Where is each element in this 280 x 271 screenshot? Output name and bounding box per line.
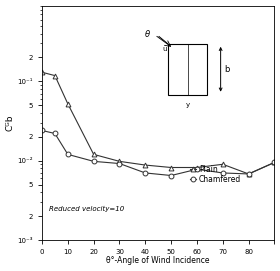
Chamfered	[92, 160, 95, 163]
Line: Plain: Plain	[39, 70, 277, 176]
Plain	[53, 74, 57, 77]
Text: y: y	[186, 102, 190, 108]
Plain	[40, 71, 44, 74]
Plain	[66, 102, 69, 105]
Plain	[221, 163, 225, 166]
Chamfered	[169, 174, 173, 177]
Chamfered	[195, 167, 199, 171]
Text: $\theta$: $\theta$	[144, 28, 151, 38]
Plain	[118, 160, 121, 163]
Legend: Plain, Chamfered: Plain, Chamfered	[188, 163, 243, 186]
Chamfered	[118, 162, 121, 165]
Bar	[168, 44, 207, 95]
Chamfered	[221, 171, 225, 175]
Chamfered	[40, 129, 44, 132]
Chamfered	[53, 132, 57, 135]
Chamfered	[273, 161, 276, 164]
Chamfered	[66, 153, 69, 156]
Plain	[195, 166, 199, 169]
Text: b: b	[224, 65, 229, 74]
Y-axis label: Cᴳb: Cᴳb	[6, 115, 15, 131]
X-axis label: θ°-Angle of Wind Incidence: θ°-Angle of Wind Incidence	[106, 256, 210, 265]
Plain	[144, 163, 147, 167]
Chamfered	[144, 171, 147, 175]
Line: Chamfered: Chamfered	[39, 128, 277, 178]
Text: Reduced velocity=10: Reduced velocity=10	[49, 206, 124, 212]
Plain	[273, 161, 276, 164]
Text: u: u	[162, 46, 167, 52]
Plain	[169, 166, 173, 169]
Plain	[92, 153, 95, 156]
Plain	[247, 172, 250, 176]
Chamfered	[247, 172, 250, 176]
